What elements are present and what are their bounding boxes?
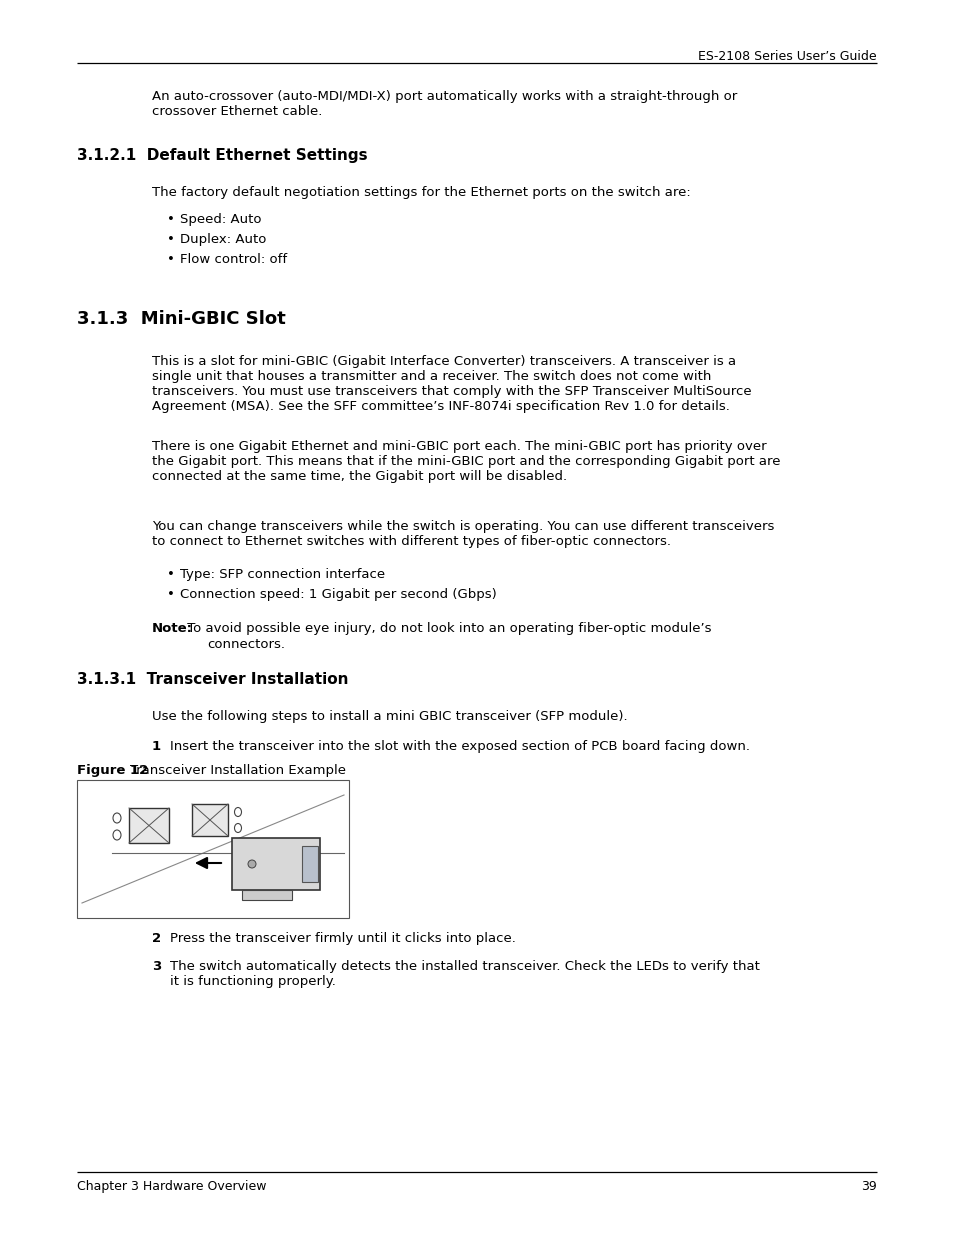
Text: •: • — [167, 233, 174, 246]
Text: Flow control: off: Flow control: off — [180, 253, 287, 266]
Text: 1: 1 — [152, 740, 161, 753]
Text: An auto-crossover (auto-MDI/MDI-X) port automatically works with a straight-thro: An auto-crossover (auto-MDI/MDI-X) port … — [152, 90, 737, 119]
Bar — [77, 781, 349, 918]
Text: •: • — [167, 588, 174, 601]
Text: 3.1.3  Mini-GBIC Slot: 3.1.3 Mini-GBIC Slot — [77, 310, 286, 329]
Text: This is a slot for mini-GBIC (Gigabit Interface Converter) transceivers. A trans: This is a slot for mini-GBIC (Gigabit In… — [152, 354, 751, 412]
Text: Type: SFP connection interface: Type: SFP connection interface — [180, 568, 385, 580]
Circle shape — [248, 860, 255, 868]
Text: Chapter 3 Hardware Overview: Chapter 3 Hardware Overview — [77, 1179, 266, 1193]
Text: 3.1.2.1  Default Ethernet Settings: 3.1.2.1 Default Ethernet Settings — [77, 148, 367, 163]
Text: There is one Gigabit Ethernet and mini-GBIC port each. The mini-GBIC port has pr: There is one Gigabit Ethernet and mini-G… — [152, 440, 780, 483]
Bar — [192, 804, 228, 836]
Text: To avoid possible eye injury, do not look into an operating fiber-optic module’s: To avoid possible eye injury, do not loo… — [183, 622, 711, 635]
Text: The factory default negotiation settings for the Ethernet ports on the switch ar: The factory default negotiation settings… — [152, 186, 690, 199]
Text: Insert the transceiver into the slot with the exposed section of PCB board facin: Insert the transceiver into the slot wit… — [170, 740, 749, 753]
Text: Duplex: Auto: Duplex: Auto — [180, 233, 266, 246]
Text: 3.1.3.1  Transceiver Installation: 3.1.3.1 Transceiver Installation — [77, 672, 348, 687]
Bar — [129, 808, 169, 844]
Ellipse shape — [112, 830, 121, 840]
Text: connectors.: connectors. — [207, 638, 285, 651]
Bar — [232, 839, 319, 890]
Text: •: • — [167, 253, 174, 266]
Text: 39: 39 — [861, 1179, 876, 1193]
Text: Connection speed: 1 Gigabit per second (Gbps): Connection speed: 1 Gigabit per second (… — [180, 588, 497, 601]
Text: Note:: Note: — [152, 622, 193, 635]
Text: Figure 12: Figure 12 — [77, 764, 148, 777]
Text: •: • — [167, 212, 174, 226]
Ellipse shape — [112, 813, 121, 823]
Text: Transceiver Installation Example: Transceiver Installation Example — [130, 764, 346, 777]
Ellipse shape — [234, 808, 241, 816]
Text: Speed: Auto: Speed: Auto — [180, 212, 261, 226]
Text: Press the transceiver firmly until it clicks into place.: Press the transceiver firmly until it cl… — [170, 932, 516, 945]
Text: •: • — [167, 568, 174, 580]
Bar — [242, 890, 292, 900]
Text: The switch automatically detects the installed transceiver. Check the LEDs to ve: The switch automatically detects the ins… — [170, 960, 760, 988]
Ellipse shape — [234, 824, 241, 832]
Text: Use the following steps to install a mini GBIC transceiver (SFP module).: Use the following steps to install a min… — [152, 710, 627, 722]
Text: 2: 2 — [152, 932, 161, 945]
Text: You can change transceivers while the switch is operating. You can use different: You can change transceivers while the sw… — [152, 520, 774, 548]
Bar — [302, 846, 317, 882]
Text: 3: 3 — [152, 960, 161, 973]
Text: ES-2108 Series User’s Guide: ES-2108 Series User’s Guide — [698, 49, 876, 63]
